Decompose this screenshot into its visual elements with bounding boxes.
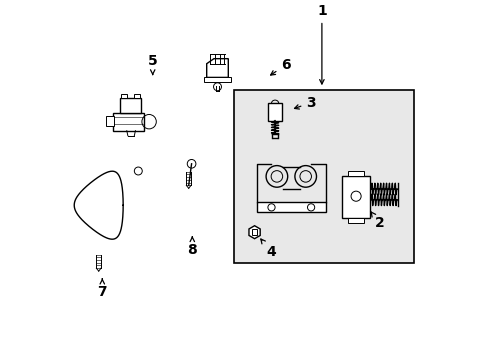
Bar [233,90,413,263]
Text: 6: 6 [270,58,290,75]
Bar [347,218,363,223]
Bar [251,229,257,235]
Polygon shape [248,226,260,239]
Text: 2: 2 [370,211,384,230]
Text: 8: 8 [187,237,197,257]
Bar [106,116,114,126]
Polygon shape [206,59,228,77]
Bar [342,176,369,218]
Bar [203,77,231,82]
Bar [120,98,141,113]
Bar [267,103,282,121]
Text: 4: 4 [260,239,276,259]
Text: 3: 3 [294,96,315,109]
Bar [257,202,325,212]
Text: 5: 5 [147,54,157,75]
Bar [113,113,143,131]
Text: 1: 1 [316,4,326,84]
Bar [134,94,140,98]
Bar [121,94,127,98]
Text: 7: 7 [97,279,107,298]
Bar [347,171,363,176]
